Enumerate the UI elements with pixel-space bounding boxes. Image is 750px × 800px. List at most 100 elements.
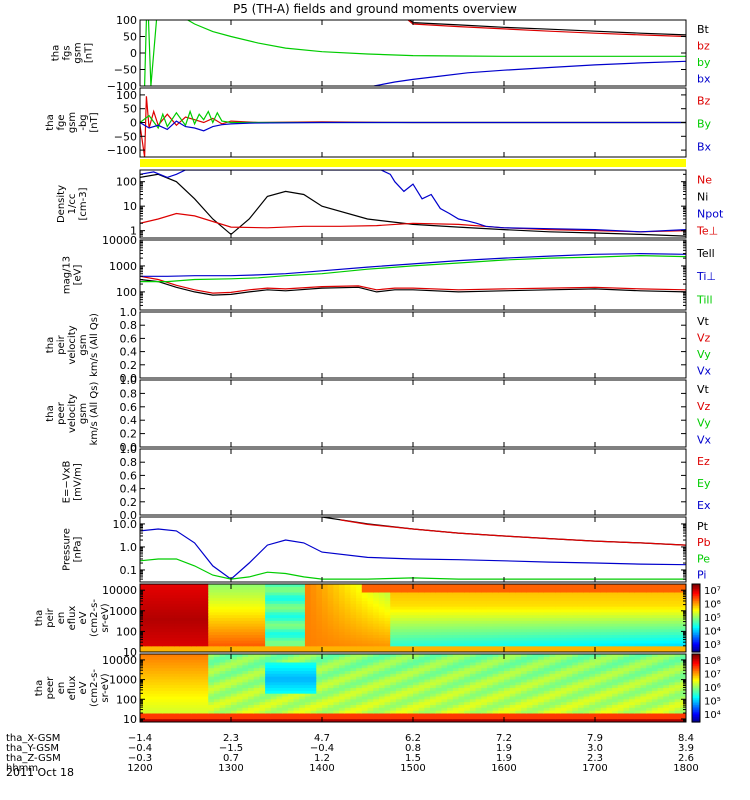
heatmap-cell [458, 654, 465, 658]
heatmap-cell [617, 618, 625, 622]
heatmap-cell [339, 589, 346, 594]
heatmap-cell [259, 693, 266, 698]
heatmap-cell [566, 696, 573, 700]
heatmap-cell [566, 620, 573, 625]
heatmap-cell [384, 646, 391, 650]
heatmap-cell [208, 629, 215, 633]
heatmap-cell [668, 586, 676, 591]
heatmap-cell [617, 685, 625, 689]
heatmap-cell [378, 612, 386, 616]
heatmap-cell [504, 705, 511, 709]
heatmap-cell [504, 598, 511, 602]
heatmap-cell [327, 598, 334, 602]
heatmap-cell [145, 719, 152, 722]
heatmap-cell [680, 643, 686, 647]
heatmap-cell [265, 649, 272, 652]
heatmap-cell [350, 679, 357, 683]
heatmap-cell [208, 688, 215, 692]
heatmap-cell [555, 620, 562, 625]
heatmap-cell [498, 671, 505, 675]
heatmap-cell [464, 676, 471, 681]
heatmap-cell [526, 716, 534, 720]
heatmap-cell [316, 702, 323, 706]
heatmap-cell [259, 676, 266, 681]
heatmap-cell [361, 654, 369, 658]
heatmap-cell [606, 662, 613, 666]
heatmap-cell [549, 629, 556, 633]
heatmap-cell [538, 649, 545, 652]
heatmap-cell [543, 632, 551, 636]
heatmap-cell [538, 632, 545, 636]
heatmap-cell [492, 671, 499, 675]
heatmap-cell [310, 719, 317, 722]
heatmap-cell [595, 589, 602, 594]
heatmap-cell [657, 612, 664, 616]
heatmap-cell [589, 632, 596, 636]
heatmap-cell [447, 640, 454, 645]
heatmap-cell [373, 592, 380, 596]
heatmap-cell [339, 713, 346, 717]
heatmap-cell [407, 690, 414, 695]
heatmap-cell [566, 693, 573, 698]
heatmap-cell [657, 615, 664, 619]
heatmap-cell [583, 620, 590, 625]
heatmap-cell [202, 646, 209, 650]
heatmap-cell [179, 640, 187, 645]
heatmap-cell [589, 601, 596, 605]
heatmap-cell [555, 646, 562, 650]
heatmap-cell [213, 606, 221, 611]
heatmap-cell [475, 707, 482, 712]
heatmap-cell [447, 626, 454, 630]
heatmap-cell [282, 632, 289, 636]
heatmap-cell [384, 699, 391, 703]
heatmap-cell [162, 656, 170, 661]
heatmap-cell [356, 612, 363, 616]
heatmap-cell [208, 646, 215, 650]
heatmap-cell [498, 676, 505, 681]
heatmap-cell [191, 688, 198, 692]
heatmap-cell [333, 592, 340, 596]
heatmap-cell [293, 598, 300, 602]
heatmap-cell [634, 601, 642, 605]
heatmap-cell [168, 640, 175, 645]
heatmap-cell [555, 710, 562, 715]
heatmap-cell [333, 623, 340, 628]
heatmap-cell [287, 615, 295, 619]
heatmap-cell [458, 656, 465, 661]
heatmap-cell [577, 671, 585, 675]
legend-Pt: Pt [697, 520, 709, 533]
heatmap-cell [600, 713, 607, 717]
heatmap-cell [231, 592, 238, 596]
heatmap-cell [680, 620, 686, 625]
heatmap-cell [265, 586, 272, 591]
y-axis-label-line: eflux [67, 606, 78, 631]
heatmap-cell [401, 676, 408, 681]
heatmap-cell [577, 679, 585, 683]
heatmap-cell [174, 615, 181, 619]
heatmap-cell [151, 603, 158, 608]
heatmap-cell [458, 646, 465, 650]
heatmap-cell [322, 673, 329, 678]
heatmap-cell [475, 586, 482, 591]
heatmap-cell [418, 586, 425, 591]
heatmap-cell [521, 679, 528, 683]
heatmap-cell [566, 665, 573, 669]
heatmap-cell [577, 606, 585, 611]
heatmap-cell [350, 586, 357, 591]
heatmap-cell [270, 654, 278, 658]
heatmap-cell [225, 676, 232, 681]
heatmap-cell [361, 668, 369, 672]
heatmap-cell [486, 713, 494, 717]
heatmap-cell [304, 671, 312, 675]
heatmap-cell [674, 586, 681, 591]
heatmap-cell [367, 626, 374, 630]
heatmap-cell [509, 659, 516, 664]
heatmap-cell [344, 632, 352, 636]
heatmap-cell [589, 635, 596, 639]
heatmap-cell [287, 626, 295, 630]
heatmap-cell [168, 668, 175, 672]
heatmap-cell [196, 632, 204, 636]
heatmap-cell [242, 635, 249, 639]
heatmap-cell [458, 649, 465, 652]
heatmap-cell [208, 615, 215, 619]
